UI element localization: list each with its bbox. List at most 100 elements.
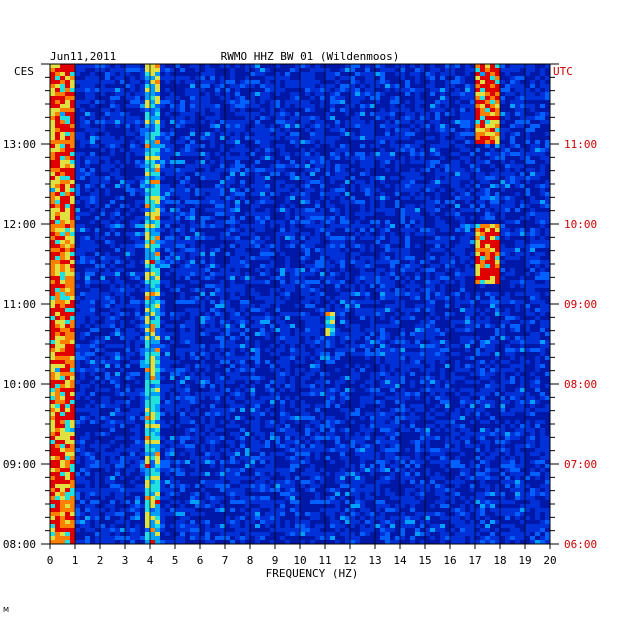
spectrogram-cell (140, 328, 145, 332)
spectrogram-cell (165, 240, 170, 244)
spectrogram-cell (400, 184, 405, 188)
spectrogram-cell (490, 128, 495, 132)
spectrogram-cell (520, 156, 525, 160)
spectrogram-cell (215, 196, 220, 200)
spectrogram-cell (410, 116, 415, 120)
spectrogram-cell (350, 96, 355, 100)
spectrogram-cell (405, 176, 410, 180)
spectrogram-cell (50, 148, 55, 152)
spectrogram-cell (150, 136, 155, 140)
spectrogram-cell (80, 320, 85, 324)
spectrogram-cell (540, 216, 545, 220)
spectrogram-cell (495, 364, 500, 368)
spectrogram-cell (420, 348, 425, 352)
spectrogram-cell (545, 232, 550, 236)
spectrogram-cell (250, 244, 255, 248)
spectrogram-cell (470, 168, 475, 172)
spectrogram-cell (185, 332, 190, 336)
spectrogram-cell (165, 280, 170, 284)
spectrogram-cell (485, 256, 490, 260)
spectrogram-cell (135, 324, 140, 328)
spectrogram-cell (435, 192, 440, 196)
spectrogram-cell (305, 288, 310, 292)
spectrogram-cell (190, 256, 195, 260)
spectrogram-cell (265, 348, 270, 352)
spectrogram-cell (525, 288, 530, 292)
spectrogram-cell (175, 312, 180, 316)
spectrogram-cell (150, 228, 155, 232)
spectrogram-cell (320, 224, 325, 228)
spectrogram-cell (425, 164, 430, 168)
spectrogram-cell (325, 372, 330, 376)
spectrogram-cell (365, 156, 370, 160)
spectrogram-cell (365, 224, 370, 228)
spectrogram-cell (65, 272, 70, 276)
spectrogram-cell (300, 312, 305, 316)
spectrogram-cell (535, 332, 540, 336)
spectrogram-cell (230, 196, 235, 200)
spectrogram-cell (170, 216, 175, 220)
spectrogram-cell (485, 128, 490, 132)
spectrogram-cell (175, 316, 180, 320)
spectrogram-cell (515, 124, 520, 128)
spectrogram-cell (445, 268, 450, 272)
spectrogram-cell (460, 236, 465, 240)
spectrogram-cell (410, 356, 415, 360)
spectrogram-cell (235, 296, 240, 300)
spectrogram-cell (60, 96, 65, 100)
spectrogram-cell (175, 288, 180, 292)
spectrogram-cell (480, 344, 485, 348)
spectrogram-cell (265, 76, 270, 80)
spectrogram-cell (95, 64, 100, 68)
spectrogram-cell (215, 224, 220, 228)
spectrogram-cell (460, 124, 465, 128)
spectrogram-cell (185, 368, 190, 372)
spectrogram-cell (170, 316, 175, 320)
spectrogram-cell (345, 124, 350, 128)
spectrogram-cell (275, 72, 280, 76)
spectrogram-cell (525, 260, 530, 264)
spectrogram-cell (450, 256, 455, 260)
spectrogram-cell (305, 156, 310, 160)
spectrogram-cell (535, 172, 540, 176)
spectrogram-cell (485, 316, 490, 320)
spectrogram-cell (125, 212, 130, 216)
spectrogram-cell (475, 228, 480, 232)
spectrogram-cell (90, 320, 95, 324)
spectrogram-cell (125, 128, 130, 132)
spectrogram-cell (325, 124, 330, 128)
spectrogram-cell (500, 196, 505, 200)
spectrogram-cell (420, 352, 425, 356)
spectrogram-cell (75, 348, 80, 352)
spectrogram-cell (70, 80, 75, 84)
spectrogram-cell (280, 376, 285, 380)
spectrogram-cell (145, 372, 150, 376)
spectrogram-cell (360, 312, 365, 316)
spectrogram-cell (200, 288, 205, 292)
spectrogram-cell (300, 148, 305, 152)
spectrogram-cell (310, 84, 315, 88)
spectrogram-cell (105, 268, 110, 272)
spectrogram-cell (480, 188, 485, 192)
spectrogram-cell (515, 364, 520, 368)
spectrogram-cell (445, 64, 450, 68)
spectrogram-cell (55, 324, 60, 328)
spectrogram-cell (65, 232, 70, 236)
spectrogram-cell (490, 88, 495, 92)
spectrogram-cell (430, 72, 435, 76)
spectrogram-cell (165, 364, 170, 368)
spectrogram-cell (280, 372, 285, 376)
spectrogram-cell (265, 96, 270, 100)
spectrogram-cell (85, 324, 90, 328)
spectrogram-cell (200, 84, 205, 88)
spectrogram-cell (285, 328, 290, 332)
spectrogram-cell (470, 300, 475, 304)
spectrogram-cell (90, 80, 95, 84)
spectrogram-cell (110, 316, 115, 320)
spectrogram-cell (445, 172, 450, 176)
spectrogram-cell (360, 212, 365, 216)
spectrogram-cell (105, 76, 110, 80)
spectrogram-cell (490, 300, 495, 304)
spectrogram-cell (235, 336, 240, 340)
spectrogram-cell (310, 72, 315, 76)
